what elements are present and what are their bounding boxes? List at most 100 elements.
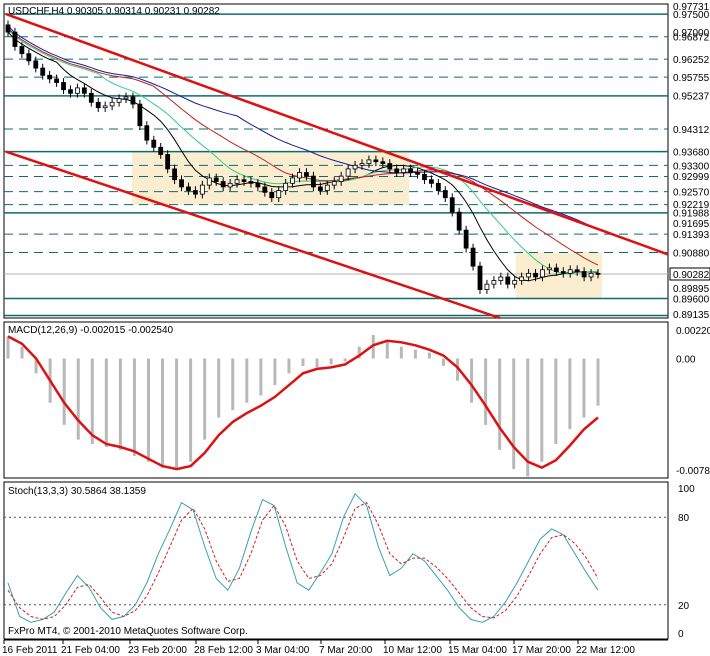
- candle-body: [116, 98, 122, 103]
- candle-body: [137, 103, 143, 127]
- candle-body: [40, 67, 46, 76]
- candle-body: [68, 89, 73, 94]
- candle-body: [283, 182, 289, 191]
- time-axis-label: 10 Mar 12:00: [383, 645, 442, 656]
- price-axis-label: 0.94312: [673, 125, 710, 136]
- price-axis-label: 0.89895: [673, 284, 710, 295]
- candle-body: [491, 280, 497, 285]
- candle-body: [193, 190, 198, 195]
- candle-body: [227, 182, 233, 188]
- candle-body: [255, 182, 261, 188]
- candle-body: [75, 87, 80, 94]
- price-axis-label: 0.97500: [673, 10, 710, 21]
- price-axis-label: 0.95755: [673, 73, 710, 84]
- candle-body: [304, 172, 309, 177]
- candle-body: [220, 181, 226, 188]
- candle-body: [394, 168, 400, 173]
- candle-body: [269, 191, 275, 199]
- candle-body: [61, 82, 66, 91]
- price-axis-label: 0.89135: [673, 310, 710, 321]
- candle-body: [165, 154, 171, 170]
- candle-body: [12, 31, 18, 47]
- candle-body: [102, 105, 108, 109]
- main-price-panel[interactable]: [3, 3, 669, 319]
- candle-body: [401, 168, 407, 173]
- candle-body: [505, 276, 511, 285]
- candle-body: [206, 177, 212, 186]
- stochastic-axis-label: 20: [678, 601, 690, 612]
- stochastic-axis-label: 80: [678, 513, 690, 524]
- candle-body: [533, 272, 538, 278]
- candle-body: [463, 229, 469, 249]
- stochastic-header: Stoch(13,3,3) 30.5864 38.1359: [8, 486, 146, 497]
- candle-body: [574, 269, 580, 272]
- candle-body: [352, 164, 358, 170]
- candle-body: [248, 181, 254, 184]
- candle-body: [241, 179, 247, 182]
- candle-body: [186, 186, 191, 191]
- candle-body: [470, 247, 476, 267]
- candle-body: [588, 272, 594, 278]
- candle-body: [422, 173, 427, 181]
- moving-average-fast: [7, 31, 599, 282]
- candle-body: [387, 163, 393, 170]
- candle-body: [199, 184, 205, 195]
- price-axis-label: 0.91393: [673, 230, 710, 241]
- candle-body: [81, 87, 87, 94]
- candle-body: [442, 190, 448, 199]
- time-axis-label: 21 Feb 04:00: [61, 645, 120, 656]
- candle-body: [449, 197, 455, 213]
- candle-body: [158, 146, 164, 155]
- time-axis-label: 3 Mar 04:00: [256, 645, 310, 656]
- time-axis-label: 7 Mar 20:00: [319, 645, 373, 656]
- candle-body: [519, 276, 525, 281]
- candle-body: [581, 271, 587, 278]
- candle-body: [331, 181, 337, 186]
- price-axis-label: 0.90880: [673, 248, 710, 259]
- candle-body: [234, 179, 240, 184]
- stochastic-main-line: [7, 492, 599, 623]
- price-axis-label: 0.92219: [673, 200, 710, 211]
- candle-body: [456, 211, 462, 231]
- candle-body: [359, 163, 365, 166]
- candle-body: [130, 96, 136, 105]
- stochastic-axis-label: 0: [678, 629, 684, 640]
- candle-body: [276, 190, 282, 199]
- main-chart-header: USDCHF,H4 0.90305 0.90314 0.90231 0.9028…: [8, 6, 220, 17]
- candle-body: [172, 168, 177, 181]
- moving-average-green: [7, 28, 599, 275]
- macd-axis-label: -0.007833: [676, 466, 710, 477]
- candle-body: [290, 177, 295, 184]
- candle-body: [338, 175, 344, 182]
- price-axis-label: 0.89600: [673, 295, 710, 306]
- candle-body: [324, 184, 330, 191]
- price-axis-label: 0.93300: [673, 161, 710, 172]
- candle-body: [109, 101, 115, 107]
- candle-body: [26, 53, 32, 62]
- candle-body: [595, 272, 601, 275]
- price-axis-label: 0.92999: [673, 172, 710, 183]
- candle-body: [262, 186, 268, 193]
- stochastic-panel[interactable]: [3, 481, 669, 640]
- channel-trendline: [5, 150, 501, 320]
- time-axis-label: 22 Mar 12:00: [576, 645, 635, 656]
- price-axis-label: 0.96872: [673, 33, 710, 44]
- channel-trendline: [5, 12, 669, 256]
- candle-body: [179, 179, 184, 188]
- candle-body: [123, 96, 129, 100]
- copyright-footer: FxPro MT4, © 2001-2010 MetaQuotes Softwa…: [8, 626, 248, 637]
- candle-body: [297, 172, 302, 179]
- price-axis-label: 0.97731: [673, 2, 710, 13]
- time-axis-label: 16 Feb 2011: [2, 645, 58, 656]
- price-axis-label: 0.91695: [673, 219, 710, 230]
- candle-body: [345, 168, 351, 177]
- candle-body: [553, 267, 559, 272]
- stochastic-axis-label: 100: [678, 484, 695, 495]
- current-price-tag: [669, 267, 710, 281]
- candle-body: [317, 186, 323, 191]
- candle-body: [435, 182, 441, 191]
- candle-body: [415, 172, 420, 175]
- macd-panel[interactable]: [3, 321, 669, 479]
